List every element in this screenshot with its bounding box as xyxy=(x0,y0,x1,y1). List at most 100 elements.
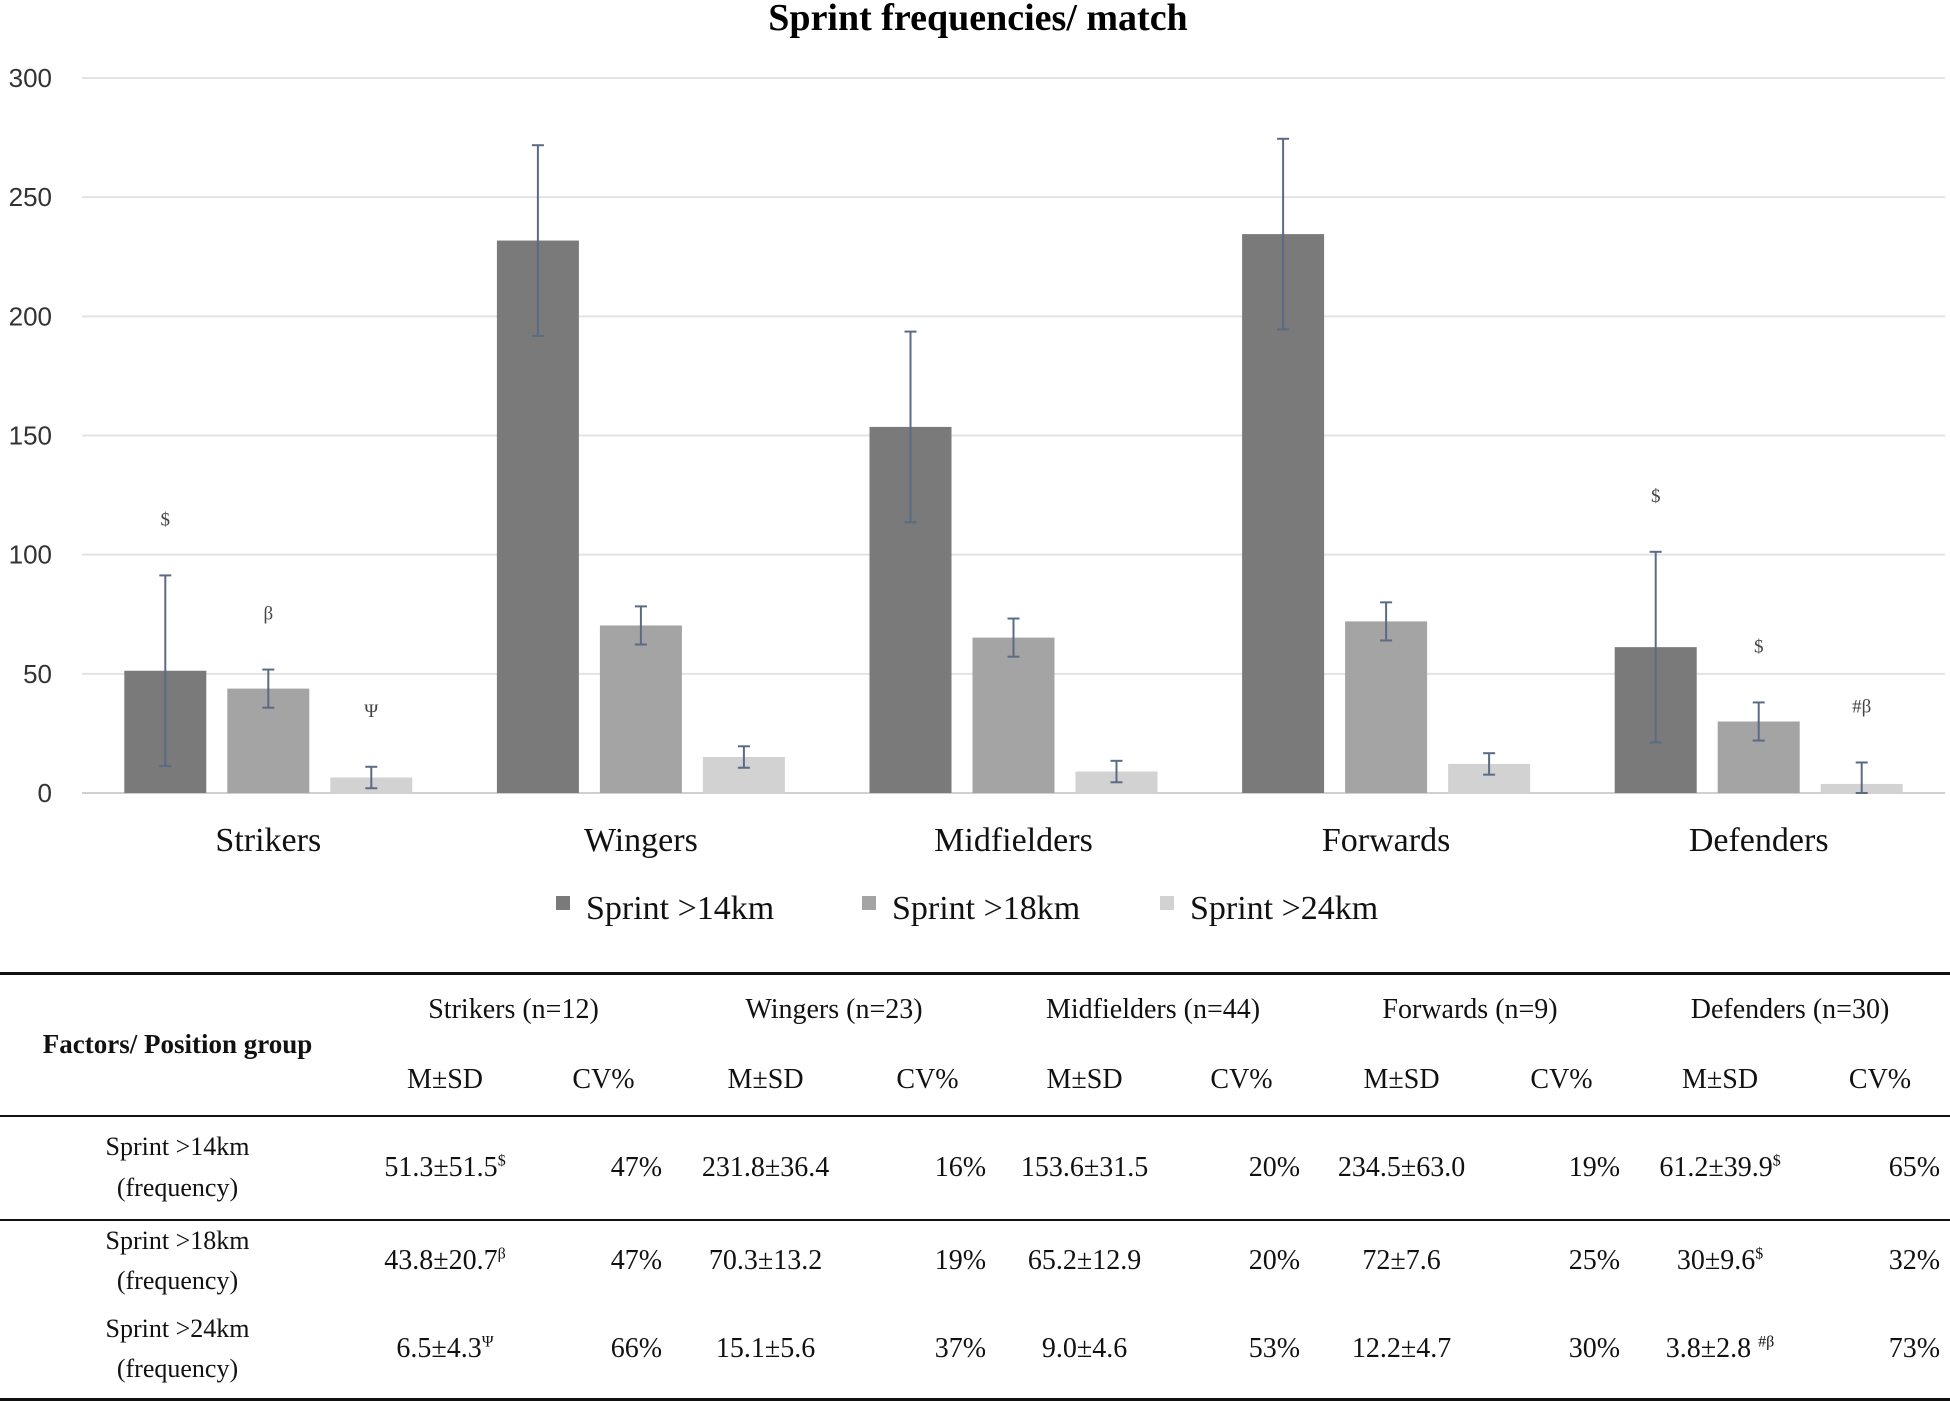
mean-sd-cell: 61.2±39.9$ xyxy=(1630,1115,1811,1221)
chart-title: Sprint frequencies/ match xyxy=(768,0,1187,39)
significance-marker: Ψ xyxy=(364,701,378,722)
mean-sd-cell: 231.8±36.4 xyxy=(672,1115,860,1221)
x-tick-label: Defenders xyxy=(1689,822,1829,859)
group-header: Wingers (n=23) xyxy=(672,972,997,1046)
cv-cell: 20% xyxy=(1173,1115,1311,1221)
row-label: Sprint >24km (frequency) xyxy=(0,1301,355,1401)
mean-sd-value: 61.2±39.9 xyxy=(1659,1151,1773,1183)
cv-cell: 32% xyxy=(1888,1244,1941,1276)
ms-subheader: M±SD xyxy=(355,1045,535,1117)
cv-cell: 47% xyxy=(610,1244,663,1276)
row-label-line: Sprint >18km xyxy=(105,1225,250,1255)
row-label-unit: (frequency) xyxy=(116,1265,239,1295)
mean-sd-value: 70.3±13.2 xyxy=(708,1244,823,1276)
error-bars xyxy=(159,137,1868,794)
significance-marker: #β xyxy=(1852,696,1871,717)
mean-sd-cell: 234.5±63.0 xyxy=(1310,1115,1494,1221)
cv-cell: 30% xyxy=(1493,1301,1631,1401)
y-tick-label: 200 xyxy=(9,301,52,331)
mean-sd-cell: 30±9.6$ xyxy=(1630,1220,1810,1302)
cv-cell: 47% xyxy=(535,1115,673,1221)
significance-marker: β xyxy=(263,604,273,625)
cv-cell: 20% xyxy=(1248,1244,1301,1276)
ms-subheader: M±SD xyxy=(672,1045,860,1117)
cv-cell: 37% xyxy=(859,1301,997,1401)
row-label-unit: (frequency) xyxy=(116,1172,239,1202)
significance-annotations: $ β Ψ $ $ #β xyxy=(161,486,1872,722)
bars xyxy=(124,234,1903,793)
mean-sd-value: 6.5±4.3 xyxy=(396,1333,482,1365)
mean-sd-cell: 72±7.6 xyxy=(1310,1220,1493,1302)
row-label-line: Sprint >24km xyxy=(105,1314,250,1344)
cv-cell: 16% xyxy=(859,1115,997,1221)
factor-header: Factors/ Position group xyxy=(0,972,355,1117)
mean-sd-cell: 3.8±2.8 #β xyxy=(1630,1301,1811,1401)
y-tick-label: 50 xyxy=(23,659,52,689)
x-tick-label: Forwards xyxy=(1322,822,1450,859)
x-tick-label: Midfielders xyxy=(934,822,1093,859)
y-tick-label: 100 xyxy=(9,540,52,570)
cv-cell: 19% xyxy=(1493,1115,1631,1221)
y-tick-label: 150 xyxy=(9,421,52,451)
cv-subheader: CV% xyxy=(1493,1045,1631,1117)
mean-sd-cell: 51.3±51.5$ xyxy=(355,1115,535,1221)
significance-superscript: $ xyxy=(497,1152,506,1170)
x-tick-label: Strikers xyxy=(215,822,321,859)
bar xyxy=(1345,621,1428,793)
legend-item: Sprint >24km xyxy=(1160,890,1378,927)
ms-subheader: M±SD xyxy=(1310,1045,1494,1117)
ms-subheader: M±SD xyxy=(996,1045,1174,1117)
sprint-frequency-chart: Sprint frequencies/ match 0 50 100 150 200 25… xyxy=(9,0,1945,927)
cv-cell: 66% xyxy=(535,1301,673,1401)
y-tick-label: 300 xyxy=(9,63,52,93)
legend-label: Sprint >18km xyxy=(892,890,1080,927)
y-tick-label: 250 xyxy=(9,182,52,212)
cv-cell: 25% xyxy=(1568,1244,1621,1276)
mean-sd-value: 3.8±2.8 xyxy=(1665,1333,1759,1365)
cv-cell: 65% xyxy=(1810,1115,1950,1221)
cv-cell: 73% xyxy=(1810,1301,1950,1401)
table-row: Sprint >24km (frequency) 6.5±4.3Ψ 66% 15.1±5… xyxy=(0,1301,1950,1401)
group-header: Strikers (n=12) xyxy=(355,972,673,1046)
mean-sd-value: 43.8±20.7 xyxy=(384,1244,498,1276)
cv-subheader: CV% xyxy=(535,1045,673,1117)
row-label: Sprint >18km (frequency) xyxy=(0,1220,355,1302)
mean-sd-cell: 6.5±4.3Ψ xyxy=(355,1301,535,1401)
significance-marker: $ xyxy=(161,509,171,530)
ms-subheader: M±SD xyxy=(1630,1045,1811,1117)
legend: Sprint >14km Sprint >18km Sprint >24km xyxy=(556,890,1378,927)
mean-sd-value: 15.1±5.6 xyxy=(715,1333,816,1365)
table-header-row: Factors/ Position group Strikers (n=12) … xyxy=(0,972,1950,1117)
mean-sd-cell: 65.2±12.9 xyxy=(996,1220,1173,1302)
mean-sd-cell: 70.3±13.2 xyxy=(672,1220,859,1302)
cv-subheader: CV% xyxy=(859,1045,997,1117)
mean-sd-value: 72±7.6 xyxy=(1362,1244,1441,1276)
significance-superscript: Ψ xyxy=(481,1334,494,1352)
mean-sd-value: 65.2±12.9 xyxy=(1027,1244,1142,1276)
legend-swatch xyxy=(1160,896,1174,910)
cv-cell: 19% xyxy=(934,1244,987,1276)
mean-sd-value: 153.6±31.5 xyxy=(1020,1151,1149,1183)
row-label-unit: (frequency) xyxy=(116,1354,239,1384)
gridlines xyxy=(82,77,1945,794)
mean-sd-cell: 43.8±20.7β xyxy=(355,1220,535,1302)
table-subheader-row: M±SD CV% M±SD CV% M±SD CV% M±SD CV% M±SD… xyxy=(0,1045,1950,1117)
mean-sd-value: 231.8±36.4 xyxy=(701,1151,830,1183)
significance-marker: $ xyxy=(1651,486,1661,507)
significance-superscript: $ xyxy=(1772,1152,1781,1170)
significance-superscript: #β xyxy=(1758,1334,1775,1352)
cv-subheader: CV% xyxy=(1173,1045,1311,1117)
cv-cell: 53% xyxy=(1173,1301,1311,1401)
x-tick-label: Wingers xyxy=(584,822,698,859)
mean-sd-cell: 153.6±31.5 xyxy=(996,1115,1174,1221)
table-body: Sprint >14km (frequency) 51.3±51.5$ 47% 231.… xyxy=(0,1115,1950,1401)
group-header: Defenders (n=30) xyxy=(1630,972,1950,1046)
significance-marker: $ xyxy=(1754,636,1764,657)
mean-sd-cell: 12.2±4.7 xyxy=(1310,1301,1494,1401)
group-header: Forwards (n=9) xyxy=(1310,972,1631,1046)
legend-item: Sprint >18km xyxy=(862,890,1080,927)
legend-label: Sprint >14km xyxy=(586,890,774,927)
x-axis-categories: Strikers Wingers Midfielders Forwards Defend… xyxy=(215,822,1828,859)
stats-table: Factors/ Position group Strikers (n=12) … xyxy=(0,972,1950,1401)
table-row: Sprint >14km (frequency) 51.3±51.5$ 47% 231.… xyxy=(0,1115,1950,1221)
